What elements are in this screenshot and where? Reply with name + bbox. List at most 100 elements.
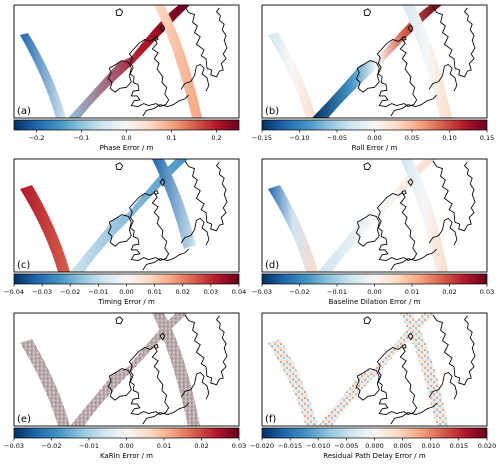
- colorbar-tick-label: −0.04: [4, 288, 24, 296]
- colorbar-tick-label: −0.01: [327, 288, 347, 296]
- swath-group: [20, 5, 228, 118]
- swath-3: [152, 159, 196, 249]
- swath-2: [70, 159, 188, 272]
- swath-group: [20, 159, 228, 272]
- colorbar-tick-label: 0.00: [367, 288, 381, 296]
- panel-e: (e) −0.03 −0.02 −0.01 0.00 0.01 0.02 0.03 KaRIn …: [4, 312, 246, 460]
- colorbar-label: Residual Path Delay Error / m: [323, 452, 426, 460]
- colorbar: [13, 119, 240, 131]
- swath-1: [268, 185, 318, 272]
- swath-2: [312, 5, 442, 118]
- colorbar-tick-label: 0.00: [119, 442, 133, 450]
- colorbar-ticks: −0.15 −0.10 −0.05 0.00 0.05 0.10 0.15: [252, 130, 494, 142]
- panel-b: (b) −0.15 −0.10 −0.05 0.00 0.05 0.10 0.15 Roll E…: [252, 4, 494, 152]
- colorbar-tick-label: 0.1: [166, 134, 176, 142]
- colorbar-tick-label: 0.04: [232, 288, 246, 296]
- colorbar-tick-label: 0.02: [194, 442, 208, 450]
- panel-a: (a) −0.2 −0.1 0.0 0.1 0.2 Phase Error / m: [13, 4, 240, 152]
- colorbar-tick-label: −0.03: [252, 288, 272, 296]
- colorbar-tick-label: 0.00: [367, 134, 381, 142]
- colorbar-tick-label: 0.01: [147, 288, 161, 296]
- map-frame: [261, 158, 488, 273]
- map-frame: [13, 4, 240, 119]
- colorbar-tick-label: −0.02: [42, 442, 62, 450]
- colorbar: [261, 427, 488, 439]
- colorbar-tick-label: 0.2: [211, 134, 221, 142]
- colorbar-tick-label: 0.02: [442, 288, 456, 296]
- colorbar-tick-label: −0.02: [290, 288, 310, 296]
- swath-2: [70, 313, 188, 426]
- colorbar-tick-label: −0.01: [88, 288, 108, 296]
- colorbar-tick-label: 0.015: [450, 442, 469, 450]
- colorbar-tick-label: 0.05: [405, 134, 419, 142]
- panels-root: (a) −0.2 −0.1 0.0 0.1 0.2 Phase Error / m (b) −0…: [4, 4, 496, 460]
- panel-letter: (a): [17, 106, 31, 117]
- panel-f: (f) −0.020 −0.015 −0.010 −0.005 0.000 0.005 0.0…: [250, 312, 496, 460]
- panel-d: (d) −0.03 −0.02 −0.01 0.00 0.01 0.02 0.03 Baseli…: [252, 158, 494, 306]
- colorbar-label: Roll Error / m: [352, 144, 398, 152]
- colorbar-tick-label: −0.1: [74, 134, 90, 142]
- map-frame: [13, 158, 240, 273]
- colorbar-tick-label: −0.05: [327, 134, 347, 142]
- colorbar-tick-label: −0.2: [29, 134, 45, 142]
- panel-letter: (d): [265, 260, 279, 271]
- colorbar-tick-label: 0.005: [393, 442, 412, 450]
- colorbar-tick-label: −0.005: [334, 442, 358, 450]
- colorbar-tick-label: 0.03: [232, 442, 246, 450]
- panel-letter: (c): [17, 260, 30, 271]
- swath-group: [20, 313, 228, 426]
- colorbar: [13, 427, 240, 439]
- swath-3: [402, 5, 452, 118]
- colorbar-ticks: −0.04 −0.03 −0.02 −0.01 0.00 0.01 0.02 0.03 0.04: [4, 284, 246, 296]
- panel-c: (c) −0.04 −0.03 −0.02 −0.01 0.00 0.01 0.02 0.03 0…: [4, 158, 246, 306]
- swath-3: [400, 313, 448, 426]
- colorbar: [261, 273, 488, 285]
- swath-group: [268, 313, 476, 426]
- panel-letter: (f): [265, 414, 276, 425]
- colorbar-tick-label: −0.03: [4, 442, 24, 450]
- colorbar-tick-label: 0.000: [365, 442, 384, 450]
- swath-1: [20, 185, 70, 272]
- colorbar-tick-label: 0.02: [176, 288, 190, 296]
- colorbar-tick-label: −0.15: [252, 134, 272, 142]
- colorbar-label: Phase Error / m: [100, 144, 154, 152]
- colorbar-tick-label: 0.01: [157, 442, 171, 450]
- colorbar-tick-label: 0.10: [442, 134, 456, 142]
- swath-1: [20, 33, 66, 118]
- map-frame: [261, 312, 488, 427]
- colorbar: [13, 273, 240, 285]
- colorbar-tick-label: 0.020: [478, 442, 497, 450]
- colorbar-tick-label: −0.02: [60, 288, 80, 296]
- swath-group: [268, 159, 476, 272]
- panel-letter: (b): [265, 106, 279, 117]
- colorbar-ticks: −0.03 −0.02 −0.01 0.00 0.01 0.02 0.03: [252, 284, 494, 296]
- colorbar-ticks: −0.020 −0.015 −0.010 −0.005 0.000 0.005 0.010 0…: [250, 438, 496, 450]
- swath-2: [318, 159, 436, 272]
- colorbar-tick-label: −0.10: [290, 134, 310, 142]
- colorbar-tick-label: 0.0: [121, 134, 131, 142]
- swath-2: [318, 313, 436, 426]
- swath-1: [20, 339, 70, 426]
- colorbar-tick-label: 0.03: [204, 288, 218, 296]
- colorbar-label: Baseline Dilation Error / m: [329, 298, 421, 306]
- swath-group: [268, 5, 476, 118]
- swath-1: [268, 32, 316, 118]
- colorbar-tick-label: −0.020: [250, 442, 274, 450]
- colorbar-tick-label: −0.01: [79, 442, 99, 450]
- colorbar-tick-label: −0.010: [306, 442, 330, 450]
- colorbar-tick-label: −0.015: [278, 442, 302, 450]
- colorbar-tick-label: 0.15: [480, 134, 494, 142]
- colorbar-ticks: −0.2 −0.1 0.0 0.1 0.2: [29, 130, 222, 142]
- map-frame: [13, 312, 240, 427]
- map-frame: [261, 4, 488, 119]
- colorbar-ticks: −0.03 −0.02 −0.01 0.00 0.01 0.02 0.03: [4, 438, 246, 450]
- colorbar-tick-label: 0.03: [480, 288, 494, 296]
- colorbar-tick-label: 0.00: [119, 288, 133, 296]
- colorbar-label: KaRIn Error / m: [100, 452, 153, 460]
- swath-3: [154, 5, 202, 118]
- swath-3: [400, 159, 448, 272]
- colorbar-label: Timing Error / m: [97, 298, 155, 306]
- swath-3: [152, 313, 200, 426]
